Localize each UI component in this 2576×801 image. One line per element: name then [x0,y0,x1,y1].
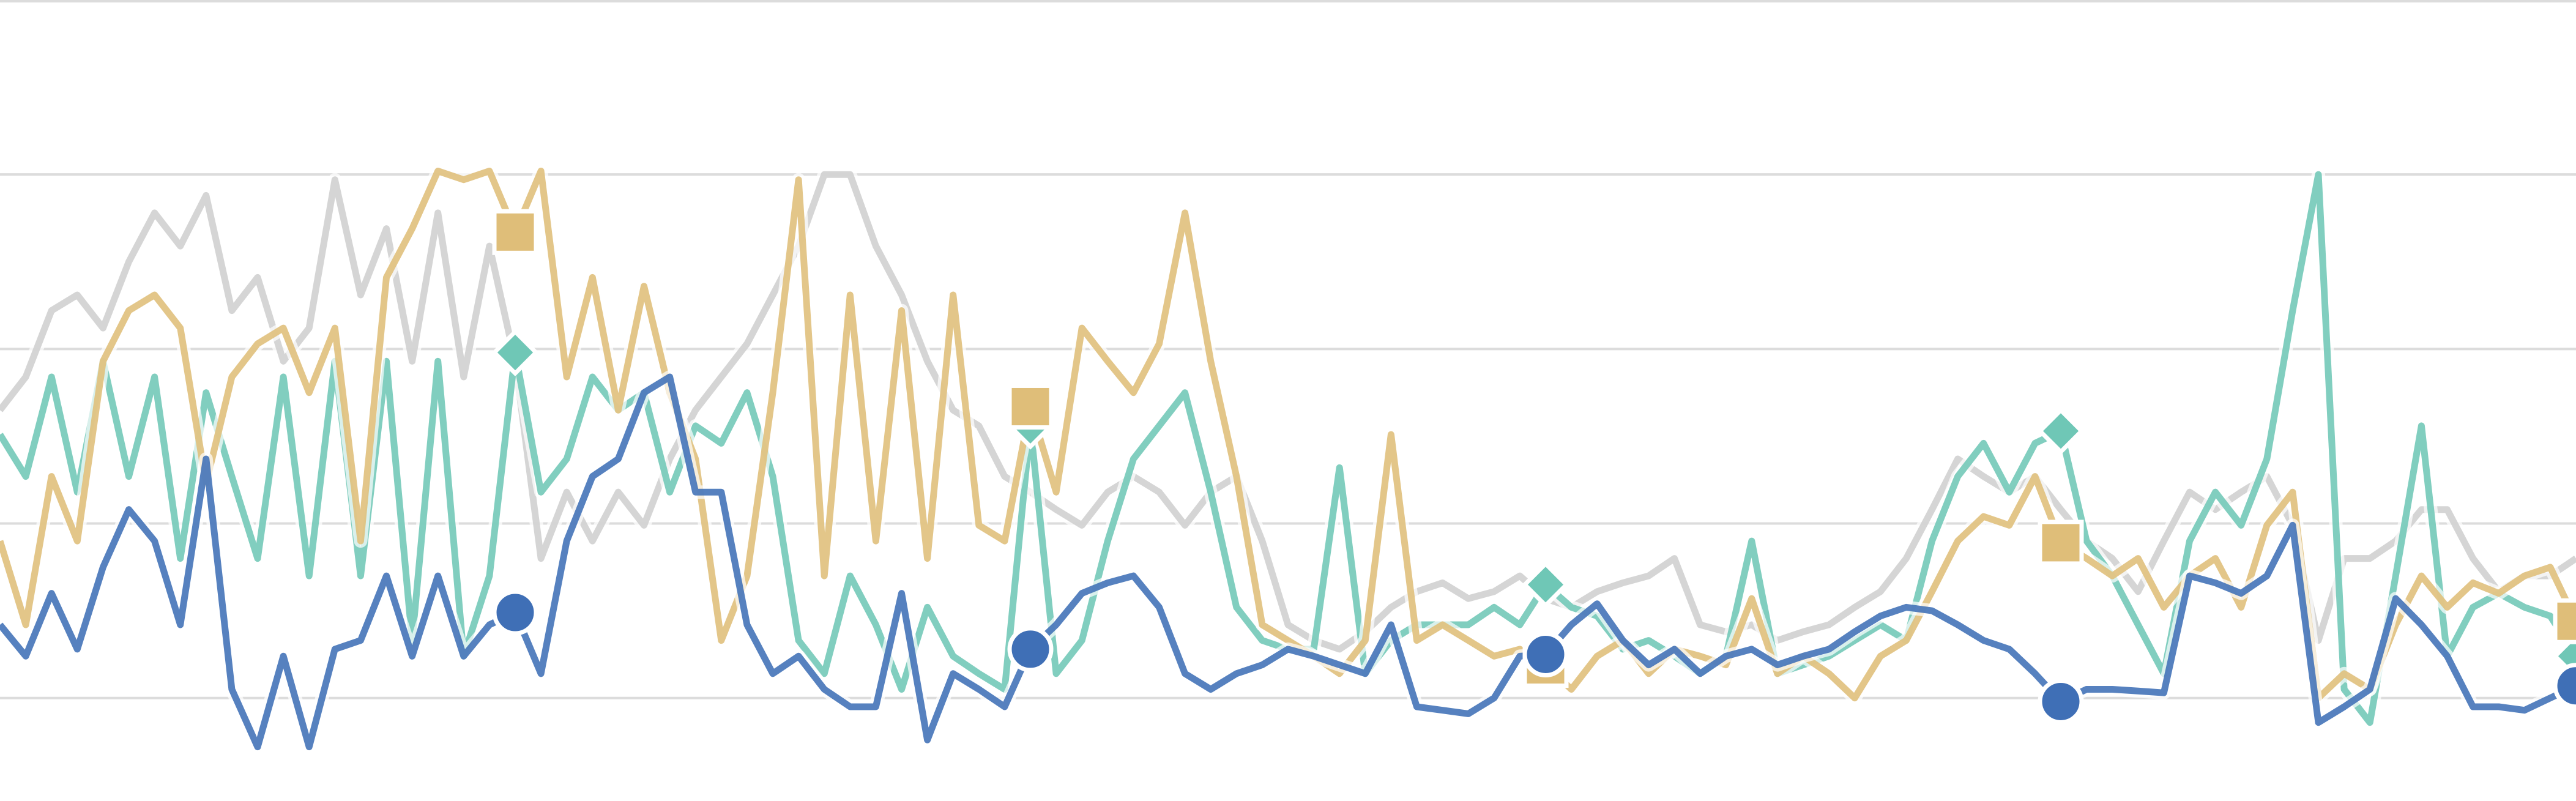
point-marker [1522,561,1569,609]
point-marker [2553,663,2576,709]
point-marker [2038,678,2084,725]
point-marker [1007,626,1054,672]
point-marker [492,589,538,636]
series-line [0,168,2576,702]
point-marker [2037,407,2085,455]
point-marker [1522,631,1569,677]
point-marker [2553,598,2576,644]
point-marker [491,329,539,377]
point-marker [2038,520,2084,566]
point-marker [492,209,538,255]
point-marker [1007,383,1054,430]
series-line [0,373,2576,751]
